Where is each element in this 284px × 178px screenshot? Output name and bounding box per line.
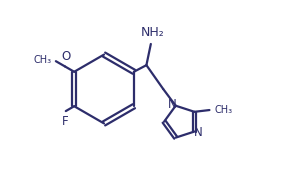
Text: O: O bbox=[61, 50, 70, 63]
Text: N: N bbox=[194, 125, 202, 138]
Text: NH₂: NH₂ bbox=[141, 26, 164, 39]
Text: CH₃: CH₃ bbox=[214, 104, 233, 114]
Text: CH₃: CH₃ bbox=[34, 55, 52, 65]
Text: F: F bbox=[62, 116, 68, 129]
Text: N: N bbox=[168, 98, 177, 111]
